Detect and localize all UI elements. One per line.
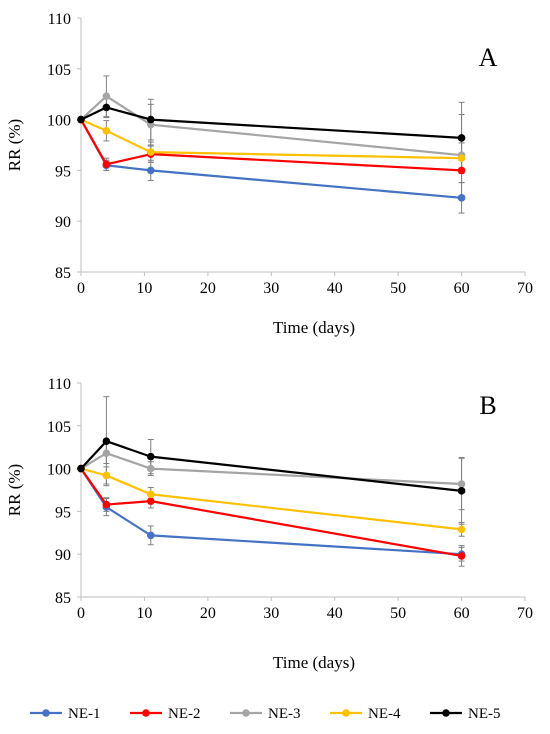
panel-b-x-tick-label: 0 (77, 605, 85, 622)
panel-b-x-tick-label: 20 (200, 605, 216, 622)
panel-a-point-ne-5 (102, 103, 111, 112)
panel-a-y-tick-label: 110 (48, 11, 71, 28)
panel-b-series-line-ne-4 (80, 467, 462, 531)
panel-a-x-axis-label: Time (days) (273, 318, 355, 337)
panel-a-series-line-ne-2 (80, 119, 462, 172)
panel-a-y-tick-label: 90 (55, 214, 71, 231)
panel-b-label: B (479, 391, 496, 420)
panel-a-series-line-ne-5 (80, 106, 462, 139)
panel-b-point-ne-5 (77, 464, 85, 473)
panel-a-y-tick-label: 105 (47, 62, 71, 79)
panel-a-x-tick-label: 20 (200, 280, 216, 297)
panel-a-point-ne-2 (102, 160, 111, 169)
legend-marker-ne-2 (142, 709, 150, 717)
panel-a-point-ne-4 (146, 148, 155, 156)
panel-a-x-tick-label: 10 (136, 280, 152, 297)
panel-b-x-tick-label: 30 (263, 605, 279, 622)
panel-a-x-tick-label: 40 (327, 280, 343, 297)
panel-b-y-tick-label: 110 (48, 376, 71, 393)
panel-a-x-tick-label: 50 (390, 280, 406, 297)
panel-a-x-tick-label: 70 (517, 280, 533, 297)
panel-b-x-tick-label: 60 (454, 605, 470, 622)
panel-a-y-tick-label: 95 (55, 163, 71, 180)
panel-b-point-ne-3 (102, 449, 111, 457)
panel-a-series-line-ne-1 (80, 119, 462, 199)
panel-a-point-ne-2 (457, 166, 466, 175)
panel-b-point-ne-5 (457, 487, 466, 495)
legend-marker-ne-1 (42, 709, 50, 717)
panel-a-series-line-ne-4 (80, 118, 462, 160)
panel-b-x-tick-label: 70 (517, 605, 533, 622)
panel-b-point-ne-4 (457, 525, 466, 534)
panel-a-point-ne-4 (102, 126, 111, 135)
legend-marker-ne-3 (242, 709, 250, 717)
panel-b-point-ne-3 (146, 464, 155, 473)
panel-b-y-tick-label: 90 (55, 547, 71, 564)
panel-b-series-line-ne-5 (80, 440, 462, 492)
panel-b-point-ne-4 (146, 490, 155, 499)
panel-a-point-ne-1 (457, 194, 466, 202)
panel-a-point-ne-5 (77, 115, 85, 124)
panel-a-point-ne-5 (146, 115, 155, 124)
panel-b-y-axis-label: RR (%) (5, 464, 24, 516)
panel-b-point-ne-1 (146, 531, 155, 540)
panel-b-y-tick-label: 85 (55, 590, 71, 607)
panel-b-y-tick-label: 95 (55, 504, 71, 521)
legend-label-ne-4: NE-4 (368, 706, 401, 722)
panel-b-series-line-ne-2 (80, 467, 462, 557)
panel-a-x-tick-label: 30 (263, 280, 279, 297)
panel-b-point-ne-2 (146, 497, 155, 505)
legend-label-ne-2: NE-2 (168, 706, 201, 722)
panel-a-point-ne-5 (457, 134, 466, 142)
panel-a-y-tick-label: 100 (47, 113, 71, 130)
panel-b-x-tick-label: 40 (327, 605, 343, 622)
panel-b-point-ne-3 (457, 480, 466, 488)
panel-a-point-ne-4 (457, 154, 466, 163)
panel-a-y-axis-label: RR (%) (5, 119, 24, 171)
panel-b-point-ne-5 (102, 437, 111, 446)
legend-marker-ne-5 (442, 709, 450, 717)
panel-a-y-tick-label: 85 (55, 265, 71, 282)
panel-b-x-axis-label: Time (days) (273, 653, 355, 672)
panel-b-y-tick-label: 100 (47, 462, 71, 479)
panel-a-x-tick-label: 0 (77, 280, 85, 297)
legend-marker-ne-4 (342, 709, 350, 717)
panel-b-y-tick-label: 105 (47, 419, 71, 436)
panel-b-x-tick-label: 10 (136, 605, 152, 622)
panel-b-point-ne-2 (102, 500, 111, 509)
panel-a-series-line-ne-3 (80, 95, 462, 157)
panel-a-point-ne-3 (102, 92, 111, 101)
panel-a-point-ne-1 (146, 166, 155, 175)
legend-label-ne-3: NE-3 (268, 706, 301, 722)
panel-b-point-ne-4 (102, 471, 111, 480)
panel-b-point-ne-5 (146, 452, 155, 461)
panel-a-x-tick-label: 60 (454, 280, 470, 297)
legend-label-ne-1: NE-1 (68, 706, 101, 722)
panel-b-point-ne-2 (457, 552, 466, 560)
panel-a-label: A (479, 43, 498, 72)
panel-b-x-tick-label: 50 (390, 605, 406, 622)
panel-b-series-line-ne-3 (80, 452, 462, 486)
legend-label-ne-5: NE-5 (468, 706, 501, 722)
